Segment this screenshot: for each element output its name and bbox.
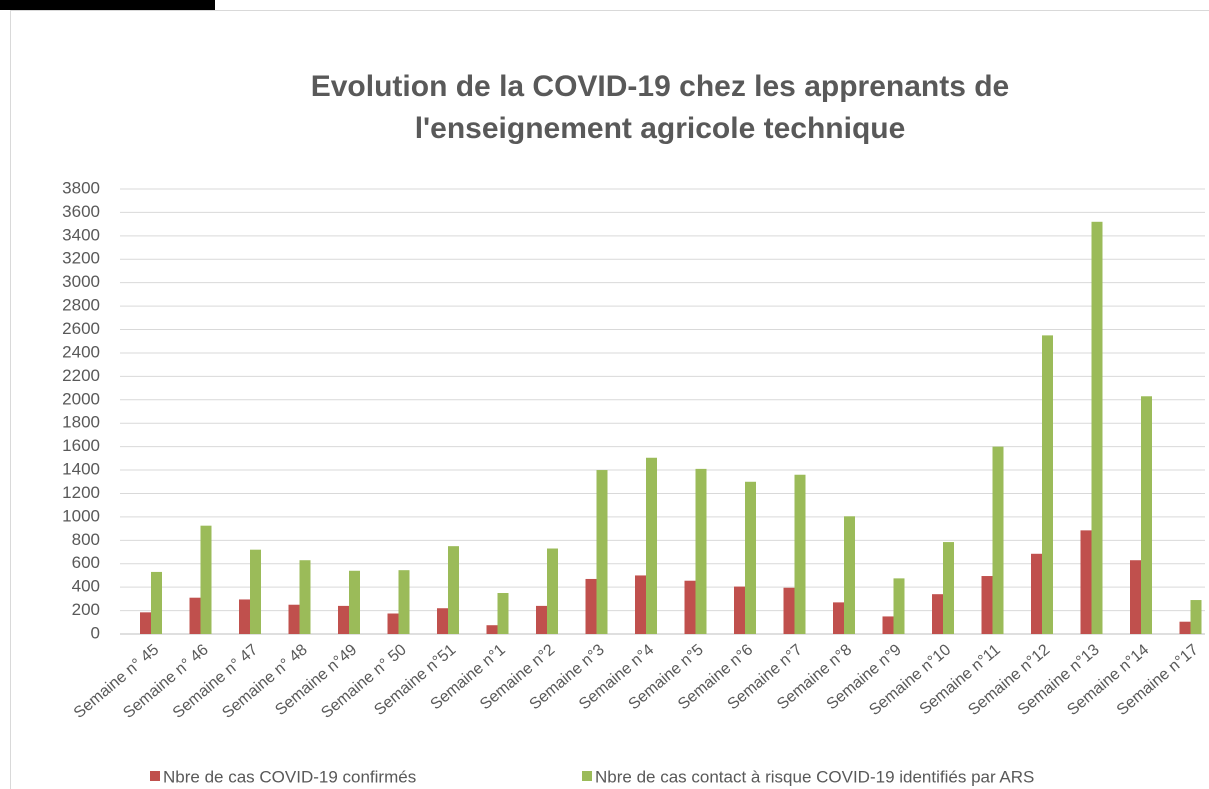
y-tick-label: 3600 xyxy=(62,202,100,221)
y-tick-label: 1800 xyxy=(62,413,100,432)
y-tick-label: 3800 xyxy=(62,178,100,197)
bar xyxy=(239,599,250,634)
x-tick-label: Semaine n° 45 xyxy=(71,641,163,722)
bar xyxy=(349,570,360,634)
bar xyxy=(745,481,756,634)
y-tick-label: 1400 xyxy=(62,460,100,479)
bar xyxy=(151,571,162,634)
y-tick-label: 3200 xyxy=(62,249,100,268)
x-tick-label: Semaine n° 47 xyxy=(170,641,262,722)
bar xyxy=(992,446,1004,634)
bar xyxy=(981,576,993,634)
legend-label: Nbre de cas contact à risque COVID-19 id… xyxy=(595,767,1034,786)
bar xyxy=(1042,335,1053,634)
bar xyxy=(448,546,459,634)
bar xyxy=(794,474,806,634)
bar xyxy=(646,457,657,634)
y-tick-label: 2000 xyxy=(62,389,100,408)
bar xyxy=(635,575,646,634)
y-tick-label: 0 xyxy=(91,623,100,642)
bar xyxy=(695,468,707,634)
bar xyxy=(486,625,498,634)
legend-swatch xyxy=(150,771,160,781)
x-tick-label: Semaine n° 48 xyxy=(219,641,311,722)
bar xyxy=(140,612,151,634)
x-tick-label: Semaine n° 46 xyxy=(120,641,212,722)
bar xyxy=(1190,600,1202,634)
bar xyxy=(338,605,349,634)
bar xyxy=(734,586,745,634)
y-tick-label: 800 xyxy=(72,530,100,549)
bar xyxy=(387,613,399,634)
y-tick-label: 600 xyxy=(72,553,100,572)
header-bar xyxy=(0,0,215,10)
bar xyxy=(893,578,905,634)
bar xyxy=(547,548,558,634)
bar xyxy=(1080,530,1092,634)
bar xyxy=(932,594,943,634)
y-tick-label: 2600 xyxy=(62,319,100,338)
y-tick-label: 2400 xyxy=(62,342,100,361)
chart-title: l'enseignement agricole technique xyxy=(415,112,906,145)
bar xyxy=(684,580,696,634)
y-tick-label: 2800 xyxy=(62,296,100,315)
bar xyxy=(288,604,300,634)
legend-swatch xyxy=(582,771,592,781)
chart-frame xyxy=(10,10,1209,789)
bar xyxy=(437,608,448,634)
bar xyxy=(250,549,261,634)
y-tick-label: 3400 xyxy=(62,225,100,244)
bar xyxy=(536,605,547,634)
bar xyxy=(1031,553,1042,634)
bar xyxy=(200,525,212,634)
bar xyxy=(783,587,795,634)
y-tick-label: 1200 xyxy=(62,483,100,502)
y-tick-label: 400 xyxy=(72,577,100,596)
bar xyxy=(585,578,597,634)
y-tick-label: 2200 xyxy=(62,366,100,385)
bar xyxy=(943,542,954,634)
y-tick-label: 3000 xyxy=(62,272,100,291)
bar xyxy=(844,516,855,634)
chart-title: Evolution de la COVID-19 chez les appren… xyxy=(311,70,1010,103)
bar xyxy=(1179,621,1191,634)
legend-label: Nbre de cas COVID-19 confirmés xyxy=(163,767,416,786)
bar xyxy=(1091,221,1103,634)
bar xyxy=(833,602,844,634)
bar xyxy=(1141,396,1152,634)
y-tick-label: 1600 xyxy=(62,436,100,455)
bar xyxy=(596,470,608,634)
bar xyxy=(299,560,311,634)
y-tick-label: 200 xyxy=(72,600,100,619)
bar xyxy=(1130,560,1141,634)
y-tick-label: 1000 xyxy=(62,506,100,525)
bar xyxy=(497,593,509,634)
x-tick-label: Semaine n° 50 xyxy=(318,641,410,722)
bar xyxy=(398,570,410,634)
bar xyxy=(189,597,201,634)
bar xyxy=(882,616,894,634)
